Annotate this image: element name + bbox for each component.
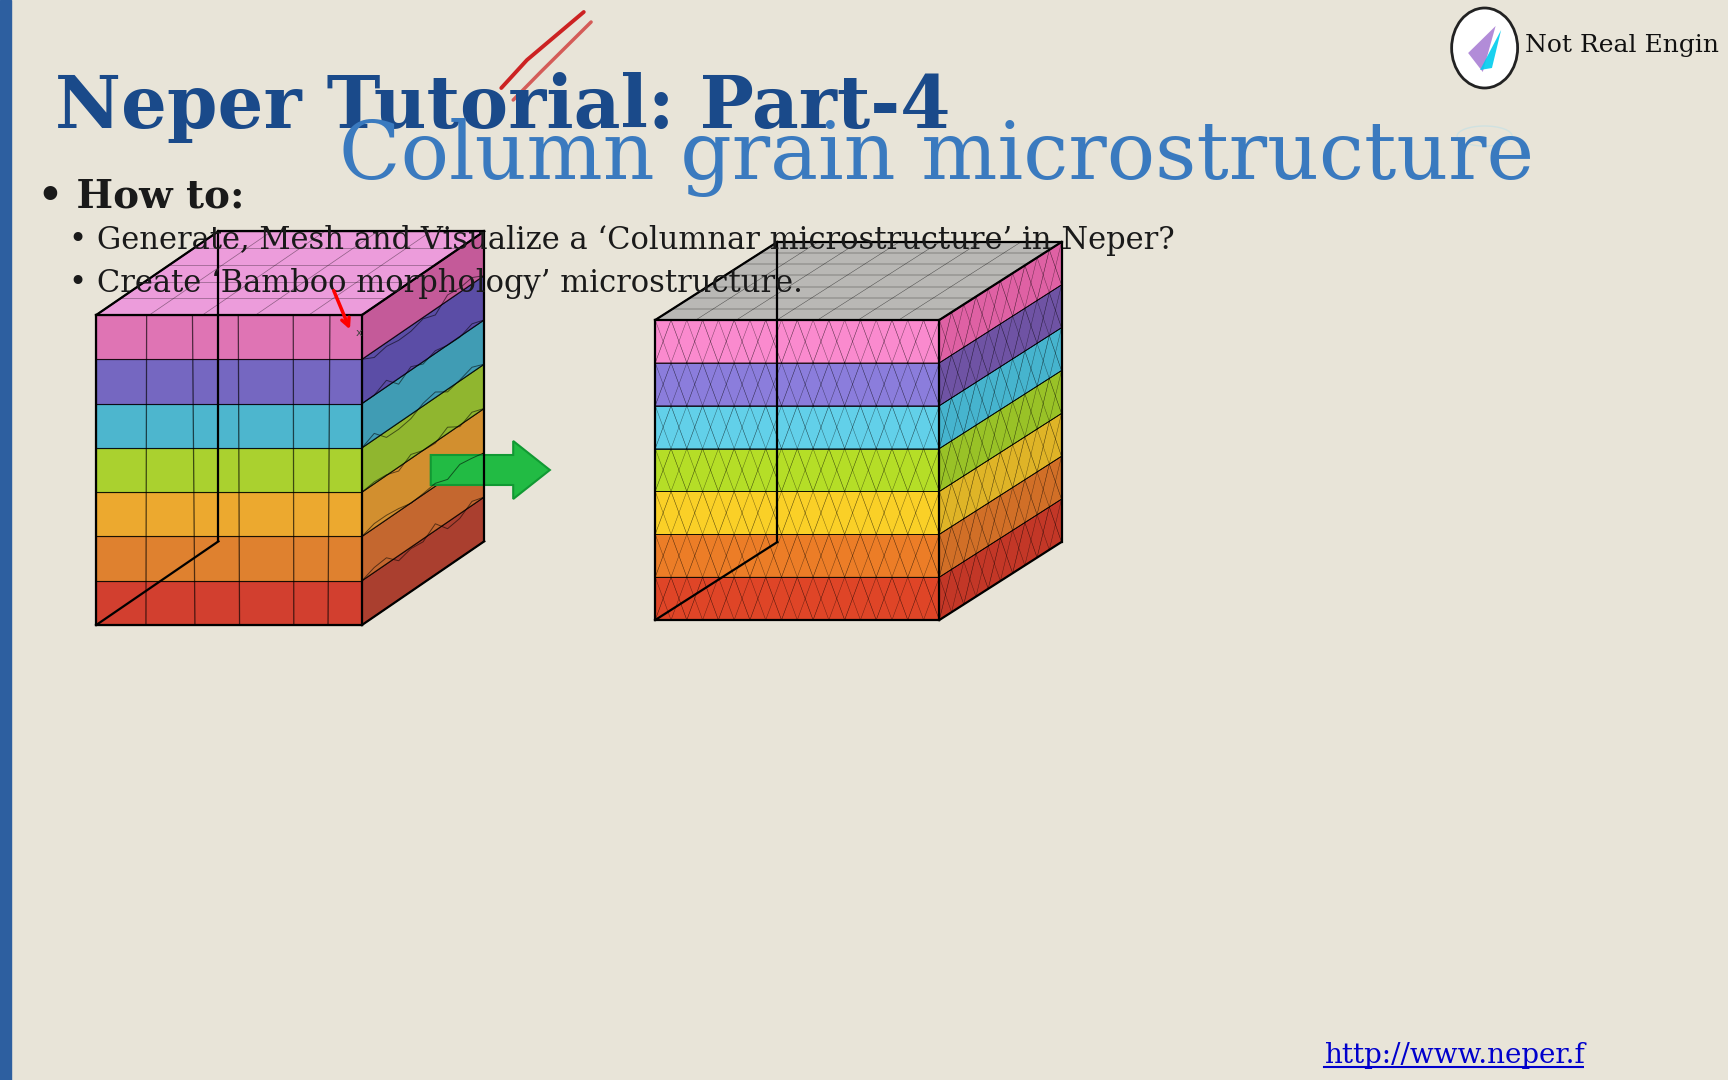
Polygon shape bbox=[97, 448, 361, 492]
Polygon shape bbox=[97, 404, 361, 448]
Polygon shape bbox=[361, 408, 484, 537]
Polygon shape bbox=[97, 581, 361, 625]
Text: Not Real Engin: Not Real Engin bbox=[1524, 33, 1719, 57]
Polygon shape bbox=[361, 231, 484, 360]
Text: Neper Tutorial: Part-4: Neper Tutorial: Part-4 bbox=[55, 72, 950, 143]
Polygon shape bbox=[655, 320, 940, 363]
Polygon shape bbox=[1481, 30, 1502, 70]
Polygon shape bbox=[361, 320, 484, 448]
Polygon shape bbox=[940, 242, 1061, 363]
Polygon shape bbox=[361, 497, 484, 625]
Polygon shape bbox=[655, 491, 940, 535]
Polygon shape bbox=[97, 492, 361, 537]
Text: x: x bbox=[356, 328, 363, 338]
Polygon shape bbox=[97, 360, 361, 404]
Polygon shape bbox=[361, 364, 484, 492]
Polygon shape bbox=[655, 448, 940, 491]
Polygon shape bbox=[655, 242, 1061, 320]
Text: http://www.neper.f: http://www.neper.f bbox=[1324, 1042, 1585, 1069]
Text: • Generate, Mesh and Visualize a ‘Columnar microstructure’ in Neper?: • Generate, Mesh and Visualize a ‘Column… bbox=[69, 225, 1175, 256]
Ellipse shape bbox=[1452, 8, 1517, 87]
Bar bbox=[0, 0, 10, 1080]
Polygon shape bbox=[940, 414, 1061, 535]
Text: Column grain microstructure: Column grain microstructure bbox=[339, 118, 1534, 197]
Polygon shape bbox=[940, 285, 1061, 406]
Polygon shape bbox=[430, 441, 550, 499]
Polygon shape bbox=[940, 370, 1061, 491]
Polygon shape bbox=[361, 453, 484, 581]
Polygon shape bbox=[940, 327, 1061, 448]
Polygon shape bbox=[97, 315, 361, 360]
Polygon shape bbox=[655, 577, 940, 620]
Polygon shape bbox=[97, 537, 361, 581]
Polygon shape bbox=[940, 499, 1061, 620]
Polygon shape bbox=[361, 275, 484, 404]
Polygon shape bbox=[940, 456, 1061, 577]
Text: • Create ‘Bamboo morphology’ microstructure.: • Create ‘Bamboo morphology’ microstruct… bbox=[69, 268, 802, 299]
Polygon shape bbox=[655, 363, 940, 406]
Text: • How to:: • How to: bbox=[38, 178, 245, 216]
Polygon shape bbox=[97, 231, 484, 315]
Polygon shape bbox=[655, 535, 940, 577]
Polygon shape bbox=[1469, 26, 1496, 72]
Polygon shape bbox=[655, 406, 940, 448]
